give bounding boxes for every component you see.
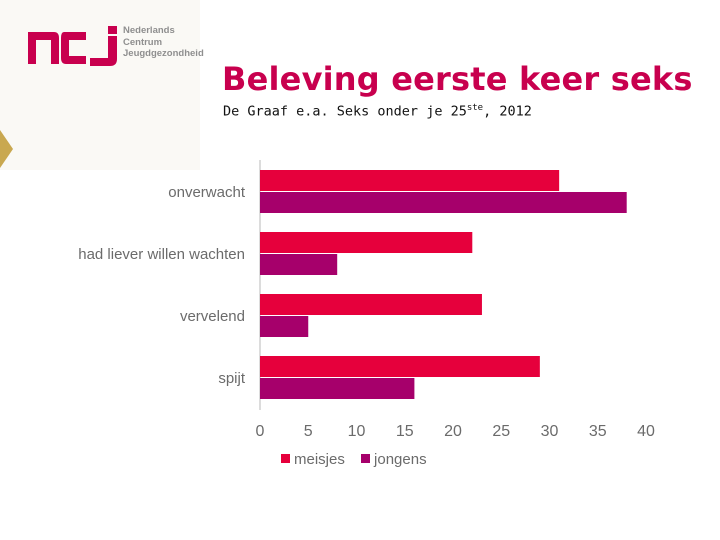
- bar-meisjes-vervelend: [260, 294, 482, 315]
- x-tick-label-10: 10: [348, 423, 366, 440]
- legend-label-jongens: jongens: [374, 451, 427, 468]
- category-label-onverwacht: onverwacht: [168, 184, 246, 201]
- legend-swatch-jongens: [361, 454, 371, 463]
- logo-text: Nederlands Centrum Jeugdgezondheid: [123, 25, 204, 60]
- subtitle-sup: ste: [466, 103, 484, 113]
- bar-meisjes-spijt: [260, 356, 540, 377]
- bar-meisjes-had-liever-willen-wachten: [260, 232, 473, 253]
- x-tick-label-30: 30: [541, 423, 559, 440]
- x-tick-label-40: 40: [637, 423, 655, 440]
- x-tick-label-35: 35: [589, 423, 607, 440]
- subtitle-main: De Graaf e.a. Seks onder je 25: [223, 103, 467, 120]
- logo-line-3: Jeugdgezondheid: [123, 48, 204, 59]
- category-label-spijt: spijt: [218, 370, 246, 387]
- logo-line-1: Nederlands: [123, 25, 175, 36]
- bar-meisjes-onverwacht: [260, 170, 560, 191]
- legend-label-meisjes: meisjes: [294, 451, 345, 468]
- x-tick-label-0: 0: [256, 423, 265, 440]
- bar-jongens-spijt: [260, 378, 415, 399]
- legend-item-meisjes: meisjes: [281, 451, 345, 468]
- legend-swatch-meisjes: [281, 454, 290, 463]
- slide-marker-icon: [0, 130, 13, 168]
- chart-legend: meisjes jongens: [281, 451, 439, 468]
- header-panel: ncj Nederlands Centrum Jeugdgezondheid: [0, 0, 204, 170]
- x-tick-label-20: 20: [444, 423, 462, 440]
- slide-title: Beleving eerste keer seks: [222, 60, 693, 98]
- category-label-vervelend: vervelend: [180, 308, 245, 325]
- legend-item-jongens: jongens: [361, 451, 427, 468]
- bar-jongens-vervelend: [260, 316, 309, 337]
- bar-jongens-onverwacht: [260, 192, 627, 213]
- subtitle-end: , 2012: [483, 103, 532, 120]
- x-tick-label-15: 15: [396, 423, 414, 440]
- logo-line-2: Centrum: [123, 36, 163, 48]
- slide-subtitle: De Graaf e.a. Seks onder je 25ste, 2012: [223, 103, 532, 120]
- category-label-had-liever-willen-wachten: had liever willen wachten: [78, 246, 245, 263]
- ncj-logo-icon: ncj: [28, 26, 117, 66]
- x-tick-label-5: 5: [304, 423, 313, 440]
- x-tick-label-25: 25: [492, 423, 510, 440]
- bar-jongens-had-liever-willen-wachten: [260, 254, 338, 275]
